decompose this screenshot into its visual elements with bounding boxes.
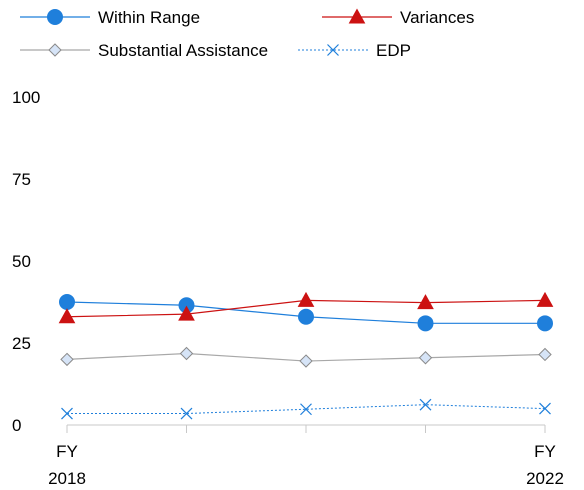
x-tick-label: 2018 <box>48 469 86 488</box>
legend: Within Range Variances Substantial Assista… <box>20 8 474 60</box>
data-point <box>299 354 313 368</box>
series-layer <box>58 291 554 420</box>
data-point <box>298 308 314 325</box>
x-tick-label: FY <box>56 442 78 461</box>
x-axis: FY 2018 FY 2022 <box>48 424 564 488</box>
data-point <box>418 351 433 365</box>
data-point <box>179 346 194 361</box>
legend-item: EDP <box>298 41 411 60</box>
legend-item: Variances <box>322 8 474 27</box>
legend-label: Variances <box>400 8 474 27</box>
series <box>60 346 552 368</box>
data-point <box>539 402 551 415</box>
y-axis: 0 25 50 75 100 <box>12 88 40 435</box>
data-point <box>178 305 195 321</box>
y-tick-label: 75 <box>12 170 31 189</box>
data-point <box>538 347 552 362</box>
y-tick-label: 0 <box>12 416 21 435</box>
legend-item: Within Range <box>20 8 200 27</box>
data-point <box>60 352 74 367</box>
data-point <box>300 403 312 416</box>
data-point <box>537 315 553 332</box>
legend-marker <box>348 8 366 24</box>
data-point <box>417 294 434 310</box>
legend-item: Substantial Assistance <box>20 41 268 60</box>
legend-marker <box>47 9 63 25</box>
series <box>59 294 553 332</box>
x-tick-label: 2022 <box>526 469 564 488</box>
x-tick-label: FY <box>534 442 556 461</box>
y-tick-label: 50 <box>12 252 31 271</box>
data-point <box>61 407 73 420</box>
data-point <box>58 308 76 324</box>
legend-label: Within Range <box>98 8 200 27</box>
legend-label: EDP <box>376 41 411 60</box>
data-point <box>536 291 554 307</box>
series <box>61 398 551 420</box>
legend-label: Substantial Assistance <box>98 41 268 60</box>
data-point <box>417 315 434 332</box>
legend-marker <box>48 43 62 57</box>
y-tick-label: 25 <box>12 334 31 353</box>
y-tick-label: 100 <box>12 88 40 107</box>
legend-marker <box>327 44 339 56</box>
data-point <box>180 407 193 420</box>
data-point <box>419 398 432 411</box>
data-point <box>297 291 315 307</box>
data-point <box>59 294 75 310</box>
series <box>58 291 554 324</box>
